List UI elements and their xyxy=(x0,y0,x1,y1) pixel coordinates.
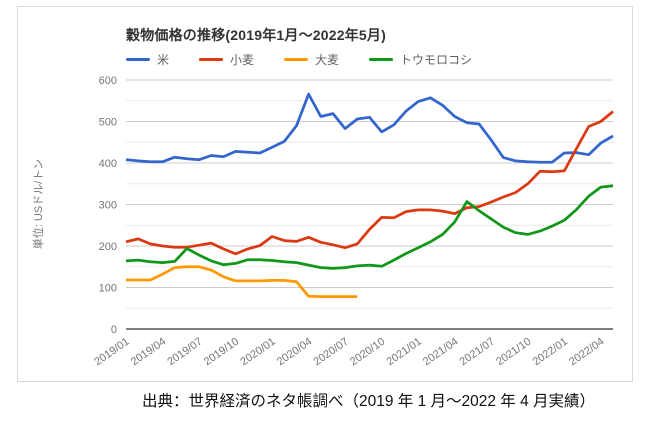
series-line-大麦 xyxy=(126,265,358,298)
x-tick-label: 2019/07 xyxy=(165,336,204,369)
y-tick-label: 200 xyxy=(99,241,117,253)
x-tick-label: 2019/10 xyxy=(202,336,241,369)
source-caption: 出典：世界経済のネタ帳調べ（2019 年 1 月～2022 年 4 月実績） xyxy=(142,393,596,410)
chart-title: 穀物価格の推移(2019年1月～2022年5月) xyxy=(126,27,386,43)
y-tick-label: 600 xyxy=(99,75,117,87)
x-tick-label: 2020/04 xyxy=(275,336,314,369)
legend-item-トウモロコシ: トウモロコシ xyxy=(369,51,472,68)
x-tick-label: 2021/04 xyxy=(421,336,460,369)
x-tick-label: 2020/10 xyxy=(348,336,387,369)
chart-legend: 米 小麦 大麦 トウモロコシ xyxy=(126,51,472,68)
y-tick-label: 100 xyxy=(99,283,117,295)
y-tick-label: 500 xyxy=(99,117,117,129)
y-axis-unit-label: 単位: USドル/トン xyxy=(31,159,45,249)
legend-label: 小麦 xyxy=(230,53,255,67)
x-tick-label: 2020/07 xyxy=(311,336,350,369)
legend-item-小麦: 小麦 xyxy=(199,51,254,68)
x-tick-label: 2019/04 xyxy=(129,336,168,369)
x-tick-label: 2021/01 xyxy=(384,336,423,369)
x-tick-label: 2021/07 xyxy=(458,336,497,369)
series-line-米 xyxy=(125,92,614,164)
legend-label: 大麦 xyxy=(315,53,340,67)
series-line-トウモロコシ xyxy=(125,184,614,270)
legend-item-米: 米 xyxy=(126,51,169,68)
y-tick-label: 0 xyxy=(111,324,117,336)
legend-swatch xyxy=(284,58,309,61)
x-tick-label: 2022/04 xyxy=(567,336,606,369)
x-tick-label: 2022/01 xyxy=(531,336,570,369)
y-tick-label: 300 xyxy=(99,200,117,212)
legend-item-大麦: 大麦 xyxy=(284,51,339,68)
x-tick-label: 2020/01 xyxy=(238,336,277,369)
legend-swatch xyxy=(199,58,224,61)
legend-swatch xyxy=(126,58,150,61)
legend-label: トウモロコシ xyxy=(400,53,473,67)
x-tick-label: 2019/01 xyxy=(92,336,131,369)
series-line-小麦 xyxy=(125,110,614,256)
x-tick-label: 2021/10 xyxy=(494,336,533,369)
line-chart-plot: 単位: USドル/トン 01002003004005006002019/0120… xyxy=(31,75,614,369)
legend-swatch xyxy=(369,58,394,61)
chart-panel: 穀物価格の推移(2019年1月～2022年5月) 米 小麦 大麦 トウモロコシ 単位:… xyxy=(17,6,633,382)
legend-label: 米 xyxy=(157,53,170,67)
y-tick-label: 400 xyxy=(99,158,117,170)
